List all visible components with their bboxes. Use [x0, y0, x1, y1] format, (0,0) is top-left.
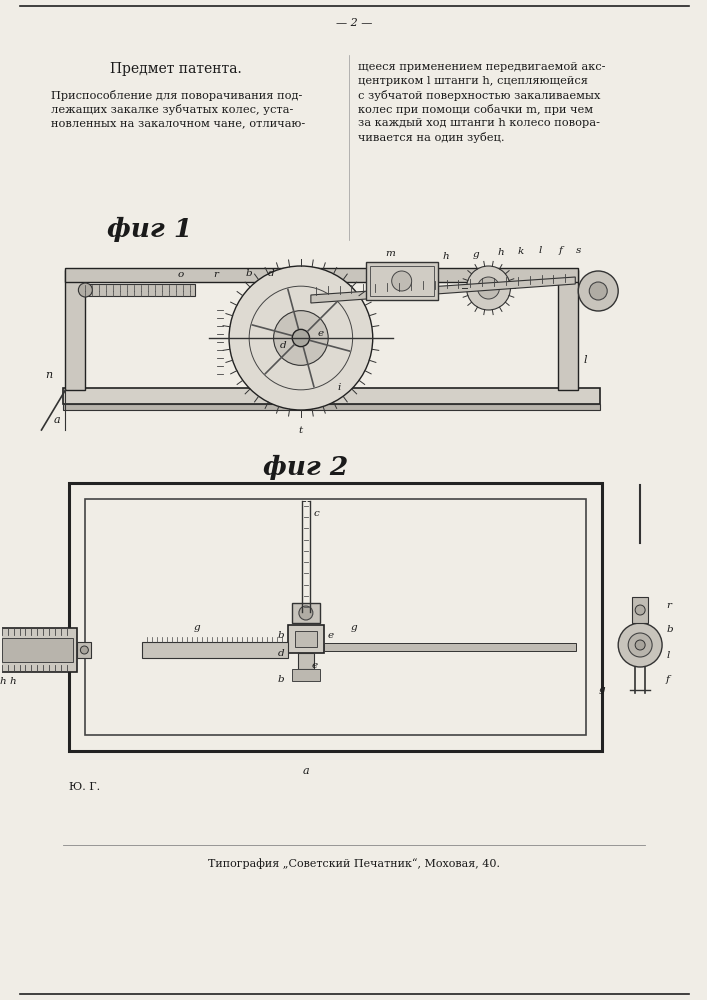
- Text: f: f: [666, 676, 670, 684]
- Text: c: c: [314, 509, 320, 518]
- Text: m: m: [386, 249, 396, 258]
- Text: f: f: [559, 246, 562, 255]
- Text: b: b: [277, 676, 284, 684]
- Text: лежащих закалке зубчатых колес, уста-: лежащих закалке зубчатых колес, уста-: [52, 104, 294, 115]
- Text: h: h: [497, 248, 504, 257]
- Bar: [370, 266, 433, 296]
- Text: r: r: [666, 600, 671, 609]
- Circle shape: [78, 283, 93, 297]
- Bar: [324, 643, 576, 651]
- Bar: [64, 404, 600, 410]
- Circle shape: [392, 271, 411, 291]
- Text: Ю. Г.: Ю. Г.: [69, 782, 100, 792]
- Text: с зубчатой поверхностью закаливаемых: с зубчатой поверхностью закаливаемых: [358, 90, 600, 101]
- Text: d: d: [277, 648, 284, 658]
- Text: s: s: [575, 246, 581, 255]
- Bar: [292, 603, 320, 623]
- Text: щееся применением передвигаемой акс-: щееся применением передвигаемой акс-: [358, 62, 605, 72]
- Bar: [142, 642, 288, 658]
- Bar: [1, 638, 74, 662]
- Text: o: o: [178, 270, 185, 279]
- Text: новленных на закалочном чане, отличаю-: новленных на закалочном чане, отличаю-: [52, 118, 305, 128]
- Text: фиг 2: фиг 2: [263, 455, 349, 480]
- Polygon shape: [311, 277, 575, 303]
- Text: e: e: [312, 660, 318, 670]
- Text: — 2 —: — 2 —: [336, 18, 372, 28]
- Text: a: a: [54, 415, 61, 425]
- Text: колес при помощи собачки m, при чем: колес при помощи собачки m, при чем: [358, 104, 593, 115]
- Bar: [295, 631, 317, 647]
- Text: l: l: [583, 355, 587, 365]
- Circle shape: [81, 646, 88, 654]
- Text: Предмет патента.: Предмет патента.: [110, 62, 242, 76]
- Circle shape: [229, 266, 373, 410]
- Circle shape: [578, 271, 618, 311]
- Text: g: g: [351, 623, 357, 632]
- Bar: [559, 270, 578, 390]
- Circle shape: [629, 633, 652, 657]
- Circle shape: [299, 606, 313, 620]
- Bar: [86, 284, 195, 296]
- Circle shape: [589, 282, 607, 300]
- Bar: [288, 625, 324, 653]
- Text: a: a: [303, 766, 309, 776]
- Text: t: t: [299, 426, 303, 435]
- Bar: [298, 653, 314, 669]
- Bar: [64, 388, 600, 404]
- Text: i: i: [337, 383, 341, 392]
- Text: центриком l штанги h, сцепляющейся: центриком l штанги h, сцепляющейся: [358, 76, 588, 86]
- Text: h: h: [443, 252, 449, 261]
- Bar: [77, 642, 91, 658]
- Bar: [86, 499, 586, 735]
- Text: e: e: [317, 328, 324, 338]
- Text: g: g: [472, 250, 479, 259]
- Text: b: b: [666, 626, 673, 635]
- Bar: [66, 268, 578, 282]
- Circle shape: [292, 329, 310, 347]
- Circle shape: [618, 623, 662, 667]
- Bar: [0, 628, 77, 672]
- Text: за каждый ход штанги h колесо повора-: за каждый ход штанги h колесо повора-: [358, 118, 600, 128]
- Text: g: g: [599, 685, 605, 694]
- Circle shape: [635, 640, 645, 650]
- Text: l: l: [539, 246, 542, 255]
- Text: e: e: [328, 631, 334, 640]
- Text: чивается на один зубец.: чивается на один зубец.: [358, 132, 504, 143]
- Text: d: d: [268, 269, 274, 278]
- Text: h: h: [0, 677, 6, 686]
- Text: фиг 1: фиг 1: [107, 217, 192, 242]
- Text: b: b: [277, 631, 284, 640]
- Text: b: b: [246, 269, 252, 278]
- Bar: [292, 669, 320, 681]
- Text: Приспособление для поворачивания под-: Приспособление для поворачивания под-: [52, 90, 303, 101]
- Text: Типография „Советский Печатник“, Моховая, 40.: Типография „Советский Печатник“, Моховая…: [208, 858, 500, 869]
- Text: g: g: [194, 623, 200, 632]
- Text: r: r: [214, 270, 218, 279]
- Circle shape: [467, 266, 510, 310]
- Bar: [69, 483, 602, 751]
- Bar: [302, 501, 310, 612]
- Text: d: d: [280, 342, 286, 351]
- Bar: [66, 270, 86, 390]
- Circle shape: [477, 277, 499, 299]
- Circle shape: [635, 605, 645, 615]
- Text: l: l: [666, 650, 670, 660]
- Text: h: h: [9, 677, 16, 686]
- Bar: [366, 262, 438, 300]
- Bar: [632, 597, 648, 623]
- Text: k: k: [518, 247, 524, 256]
- Circle shape: [274, 311, 328, 365]
- Text: n: n: [45, 370, 52, 380]
